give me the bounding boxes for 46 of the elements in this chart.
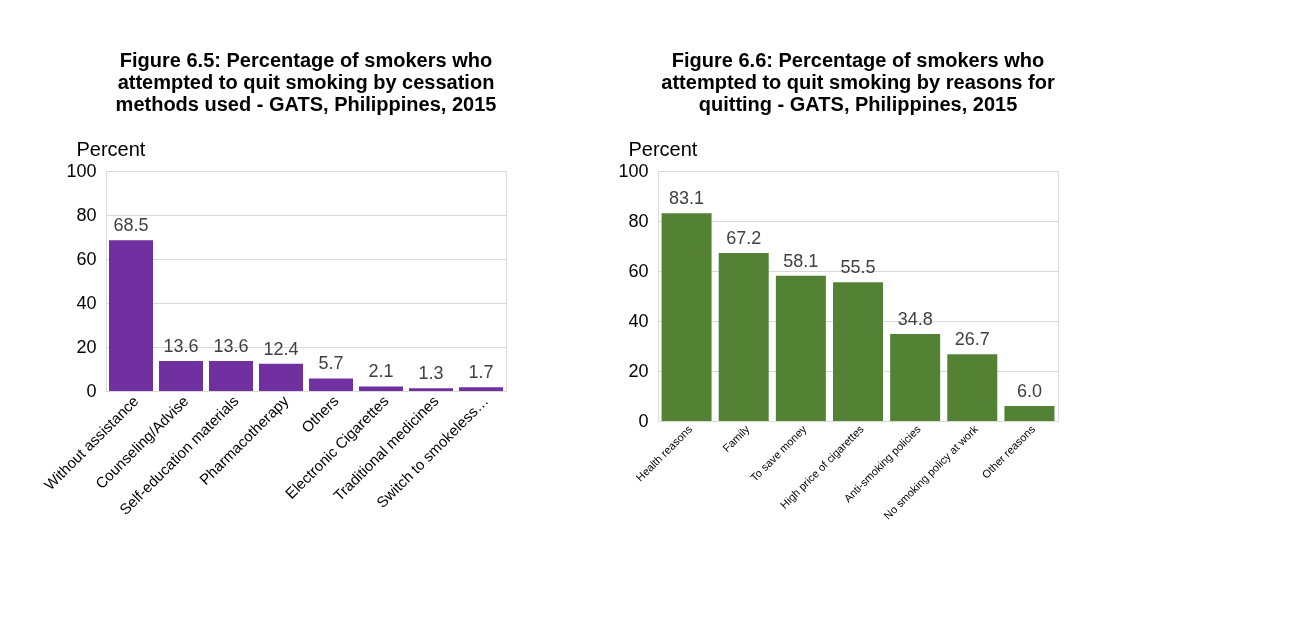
y-axis-title: Percent — [76, 137, 146, 160]
y-tick-label: 60 — [628, 260, 649, 281]
y-tick-label: 0 — [638, 410, 649, 431]
y-tick-label: 40 — [628, 310, 649, 331]
y-tick-label: 100 — [618, 160, 649, 181]
data-label: 83.1 — [669, 188, 705, 209]
bar — [109, 240, 153, 391]
y-tick-label: 80 — [628, 210, 649, 231]
y-tick-label: 60 — [76, 248, 97, 269]
chart-title: Figure 6.6: Percentage of smokers who attempted to quit smoking by reasons for quitting - GATS, Philippines, 2015 — [661, 49, 1055, 115]
bar — [309, 378, 353, 391]
data-label: 5.7 — [318, 353, 344, 374]
data-label: 2.1 — [368, 361, 394, 382]
bar — [259, 363, 303, 391]
data-label: 67.2 — [726, 228, 762, 248]
data-label: 34.8 — [897, 309, 933, 329]
bar — [1004, 406, 1055, 421]
bar — [661, 213, 712, 421]
data-label: 13.6 — [213, 336, 249, 357]
data-label: 6.0 — [1016, 381, 1042, 401]
bar — [775, 275, 826, 421]
bar — [890, 334, 941, 421]
bar — [459, 387, 503, 391]
y-tick-label: 20 — [628, 360, 649, 381]
bar — [159, 361, 203, 391]
y-tick-label: 40 — [76, 292, 97, 313]
data-label: 68.5 — [113, 215, 149, 236]
y-axis-title: Percent — [628, 137, 698, 160]
bar — [947, 354, 998, 421]
bar — [359, 386, 403, 391]
data-label: 13.6 — [163, 336, 199, 357]
y-tick-label: 20 — [76, 336, 97, 357]
data-label: 55.5 — [840, 257, 876, 278]
bar — [409, 388, 453, 391]
data-label: 26.7 — [954, 329, 990, 350]
data-label: 1.3 — [418, 363, 444, 384]
y-tick-label: 80 — [76, 204, 97, 225]
data-label: 1.7 — [468, 362, 494, 383]
bar — [833, 282, 883, 421]
data-label: 12.4 — [263, 338, 299, 359]
y-tick-label: 0 — [86, 380, 97, 401]
bar — [718, 253, 769, 421]
y-tick-label: 100 — [66, 160, 97, 181]
bar — [209, 361, 253, 391]
chart-title: Figure 6.5: Percentage of smokers who attempted to quit smoking by cessation methods used - GATS, Philippines, 2015 — [115, 49, 497, 115]
data-label: 58.1 — [783, 250, 819, 271]
